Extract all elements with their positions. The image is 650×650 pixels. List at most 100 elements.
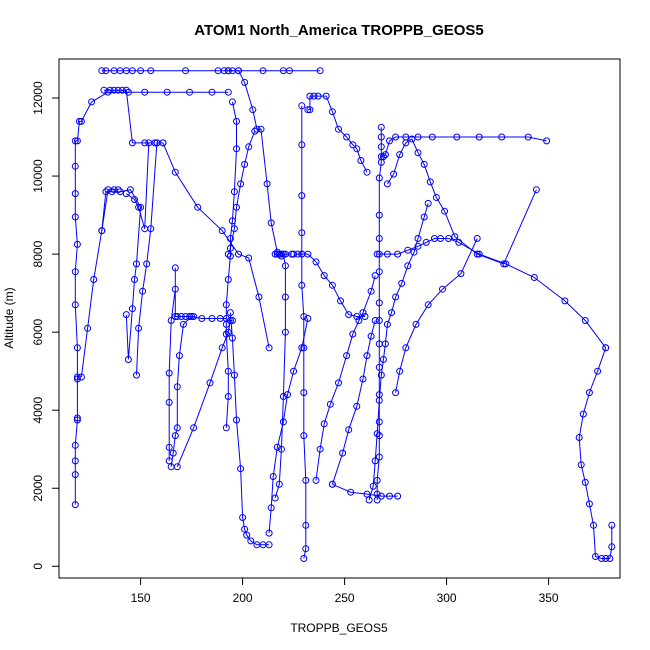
data-point [294, 250, 302, 258]
data-point [375, 396, 383, 404]
data-point [371, 457, 379, 465]
data-point [275, 480, 283, 488]
data-point [165, 398, 173, 406]
data-point [377, 143, 385, 151]
data-point [381, 340, 389, 348]
data-point [110, 86, 118, 94]
data-point [90, 276, 98, 283]
data-point [114, 186, 122, 194]
data-point [84, 324, 92, 332]
series-15 [271, 250, 289, 502]
data-point [363, 352, 371, 360]
data-point [245, 254, 253, 262]
data-point [206, 379, 214, 387]
series-line [268, 318, 309, 534]
series-2 [98, 67, 324, 75]
data-point [251, 127, 259, 135]
data-point [222, 330, 230, 338]
data-point [498, 133, 506, 141]
data-point [194, 203, 202, 211]
y-axis: 0 2000 4000 6000 8000 10000 12000 [31, 81, 60, 570]
data-point [386, 137, 393, 145]
data-point [237, 465, 245, 473]
data-point [226, 244, 234, 252]
series-line [386, 138, 537, 265]
data-point [273, 248, 281, 256]
x-tick-label: 350 [539, 591, 559, 605]
data-point [414, 235, 422, 242]
data-point [375, 268, 383, 276]
data-point [320, 272, 328, 280]
data-point [377, 371, 385, 379]
data-point [222, 320, 230, 328]
data-point [147, 67, 155, 75]
series-line [274, 253, 286, 499]
data-point [347, 488, 355, 496]
data-point [298, 281, 306, 289]
data-point [326, 400, 334, 408]
data-point [375, 317, 383, 324]
data-point [300, 389, 308, 397]
x-axis: 150 200 250 300 350 [131, 577, 559, 605]
series-line [229, 312, 270, 546]
data-point [71, 441, 79, 449]
series-line [376, 127, 382, 500]
data-point [71, 162, 79, 170]
y-tick-label: 2000 [31, 475, 45, 502]
series-8 [165, 264, 198, 465]
data-point [173, 383, 181, 391]
data-point [116, 188, 124, 196]
series-23 [373, 123, 385, 504]
data-point [353, 313, 361, 320]
data-point [451, 233, 459, 241]
data-point [241, 525, 249, 533]
data-point [171, 285, 179, 293]
data-point [179, 320, 187, 328]
series-line [74, 91, 229, 505]
data-point [361, 313, 369, 320]
data-point [579, 410, 587, 418]
series-line [307, 95, 368, 173]
series-6 [77, 186, 122, 381]
data-point [73, 344, 81, 352]
data-point [88, 98, 96, 106]
data-point [171, 168, 179, 176]
data-point [300, 555, 308, 562]
series-line [103, 89, 155, 229]
data-point [281, 262, 289, 270]
data-point [386, 492, 393, 500]
data-point [322, 92, 330, 100]
data-point [410, 248, 418, 256]
data-point [73, 416, 81, 424]
data-point [355, 317, 363, 324]
data-point [328, 480, 336, 488]
data-point [608, 543, 616, 551]
data-point [375, 235, 383, 242]
data-point [530, 274, 538, 281]
data-point [422, 238, 430, 246]
data-point [137, 67, 145, 75]
x-tick-label: 250 [335, 591, 355, 605]
data-point [590, 521, 597, 529]
data-point [394, 250, 402, 258]
data-point [290, 367, 298, 375]
data-point [279, 393, 287, 400]
data-point [208, 88, 216, 96]
data-point [394, 492, 402, 500]
data-point [575, 434, 583, 441]
data-point [265, 344, 273, 352]
data-point [339, 449, 347, 457]
data-point [226, 309, 234, 317]
data-point [135, 324, 143, 332]
data-point [343, 352, 351, 360]
data-point [218, 344, 226, 352]
data-point [414, 133, 422, 141]
data-point [104, 88, 112, 96]
data-point [298, 192, 306, 200]
data-point [165, 369, 173, 377]
data-point [73, 414, 81, 422]
data-point [581, 478, 589, 486]
y-tick-label: 4000 [31, 397, 45, 424]
data-point [357, 157, 365, 164]
